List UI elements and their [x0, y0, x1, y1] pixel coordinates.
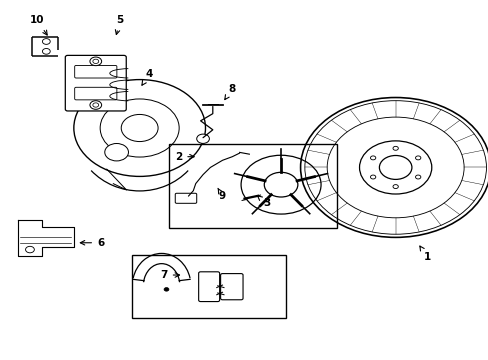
- Polygon shape: [18, 220, 74, 256]
- Text: 5: 5: [115, 15, 123, 35]
- Circle shape: [90, 101, 102, 109]
- Text: 4: 4: [142, 69, 153, 85]
- Bar: [168, 144, 336, 228]
- Text: 1: 1: [419, 246, 430, 262]
- Text: 3: 3: [257, 196, 269, 208]
- Circle shape: [42, 49, 50, 54]
- Bar: [132, 255, 285, 318]
- Text: 8: 8: [224, 84, 235, 100]
- Circle shape: [104, 144, 128, 161]
- Text: 10: 10: [30, 15, 47, 35]
- Circle shape: [196, 134, 209, 143]
- Circle shape: [90, 57, 102, 66]
- FancyBboxPatch shape: [175, 193, 196, 203]
- FancyBboxPatch shape: [220, 274, 243, 300]
- Text: 7: 7: [160, 270, 179, 280]
- Circle shape: [42, 39, 50, 44]
- Circle shape: [25, 246, 34, 253]
- Text: 2: 2: [175, 152, 194, 162]
- Circle shape: [163, 288, 168, 291]
- FancyBboxPatch shape: [198, 272, 219, 302]
- FancyBboxPatch shape: [65, 55, 126, 111]
- Text: 6: 6: [80, 238, 104, 248]
- Text: 9: 9: [218, 188, 225, 201]
